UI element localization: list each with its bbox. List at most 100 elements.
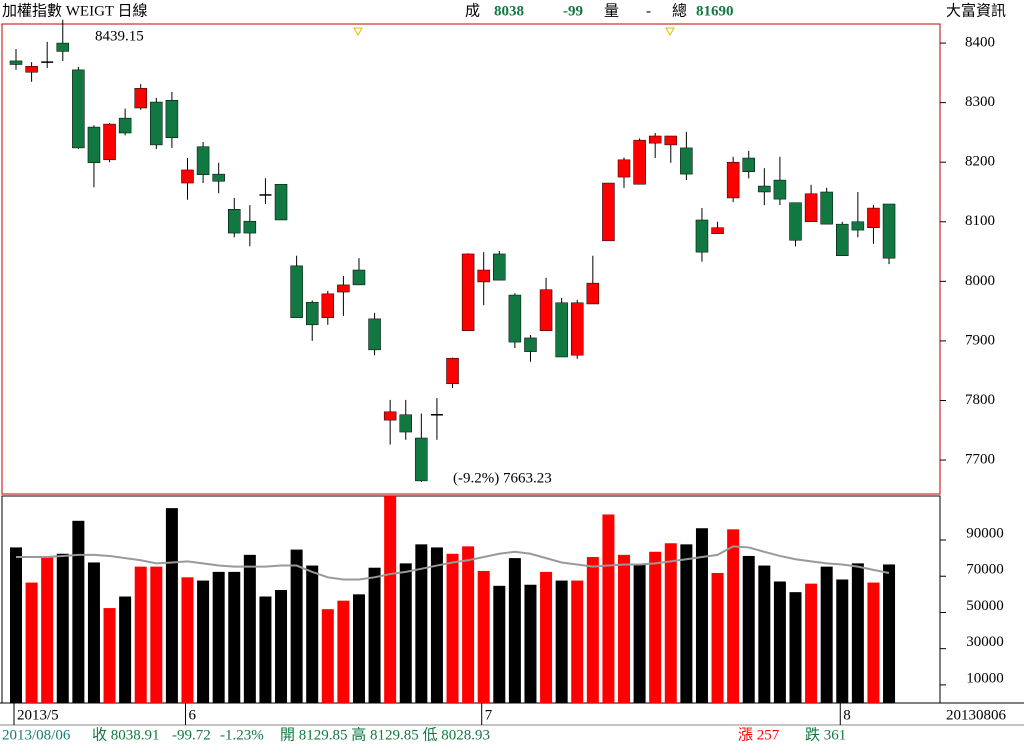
candle-body	[836, 223, 849, 256]
candle-body	[773, 179, 787, 200]
candle-body	[25, 66, 38, 73]
volume-bar	[165, 508, 178, 703]
candle-body	[867, 207, 880, 228]
volume-bar	[618, 554, 631, 703]
candle-body	[539, 289, 553, 332]
status-change: -99.72	[172, 727, 211, 743]
candle-body	[274, 183, 288, 221]
volume-bar	[851, 563, 864, 703]
change: -99	[563, 3, 583, 19]
candle-body	[617, 159, 631, 178]
total: 81690	[696, 3, 734, 19]
volume-bar	[197, 580, 210, 703]
volume: -	[646, 3, 651, 19]
volume-bar	[773, 581, 786, 703]
status-ohl: 開 8129.85 高 8129.85 低 8028.93	[280, 726, 490, 743]
volume-bar	[664, 543, 677, 703]
volume-bar	[727, 529, 740, 703]
volume-bar	[384, 496, 397, 703]
volume-bar	[275, 589, 288, 703]
volume-bar	[212, 571, 225, 703]
volume-bar	[150, 566, 163, 703]
volume-bar	[87, 562, 100, 703]
price-panel	[1, 23, 941, 495]
volume-bar	[742, 555, 755, 703]
total-label: 總	[672, 1, 687, 19]
candle-body	[243, 220, 257, 234]
candle-body	[290, 265, 303, 318]
high-label: 8439.15	[95, 28, 144, 44]
volume-bar	[883, 564, 896, 703]
candle-body	[758, 185, 771, 193]
candle-body	[648, 135, 662, 144]
candle-body	[804, 193, 818, 223]
candle-body	[524, 337, 537, 352]
volume-bar	[10, 547, 22, 703]
volume-bar	[446, 553, 459, 703]
volume-bar	[789, 592, 802, 703]
moving-average	[16, 545, 890, 581]
candle-body	[570, 302, 584, 356]
volume-bar	[181, 577, 194, 703]
volume-bar	[649, 551, 662, 703]
volume-bar	[119, 596, 132, 703]
y-tick-label: 8300	[965, 94, 995, 110]
candle-body	[586, 282, 600, 305]
volume-bar	[836, 579, 849, 703]
volume-bar	[633, 564, 646, 703]
volume-bar	[477, 570, 490, 703]
candle-body	[695, 219, 709, 253]
volume-bar	[758, 565, 771, 703]
y-tick-label: 30000	[966, 634, 1004, 650]
volume-bar	[321, 609, 334, 703]
y-tick-label: 7700	[965, 451, 995, 467]
volume-bar	[571, 580, 584, 703]
volume-bar	[72, 520, 85, 703]
candle-body	[87, 126, 101, 164]
volume-bar	[602, 514, 615, 703]
y-tick-label: 70000	[966, 562, 1004, 578]
volume-bar	[430, 547, 443, 703]
candle-body	[212, 173, 225, 182]
candle-body	[461, 253, 475, 332]
x-tick-label: 8	[843, 707, 851, 723]
x-tick-label: 2013/5	[17, 707, 59, 723]
x-tick-label: 7	[485, 707, 493, 723]
status-date: 2013/08/06	[2, 727, 71, 743]
candle-body	[446, 357, 459, 385]
candle-body	[633, 139, 646, 185]
candle-body	[415, 437, 428, 482]
marker	[665, 27, 675, 37]
volume-bar	[695, 528, 708, 703]
candle-body	[664, 135, 678, 146]
candle-body	[118, 117, 132, 134]
candle-body	[477, 269, 490, 283]
status-down: 跌 361	[805, 726, 846, 743]
candle-body	[165, 99, 179, 139]
candle-body	[602, 182, 615, 242]
volume-bar	[415, 544, 428, 703]
volume-bar	[680, 544, 693, 703]
brand: 大富資訊	[946, 1, 1006, 19]
status-up: 漲 257	[738, 726, 780, 743]
volume-bar	[555, 580, 568, 703]
volume-bar	[586, 557, 599, 703]
date-label: 20130806	[946, 707, 1007, 723]
candle-body	[383, 411, 397, 421]
candle-body	[150, 101, 163, 146]
volume-bar	[711, 572, 724, 703]
candle-body	[820, 191, 833, 225]
volume-bar	[134, 566, 147, 703]
candle-body	[508, 294, 522, 343]
y-tick-label: 50000	[966, 598, 1004, 614]
volume-bar	[337, 600, 350, 703]
volume-bar	[399, 563, 412, 703]
candle-body	[742, 157, 755, 172]
y-tick-label: 90000	[966, 525, 1004, 541]
volume-bar	[228, 571, 241, 703]
candle-body	[851, 221, 865, 231]
volume-bar	[259, 596, 272, 703]
y-tick-label: 8100	[965, 213, 995, 229]
volume-label: 量	[604, 3, 619, 19]
